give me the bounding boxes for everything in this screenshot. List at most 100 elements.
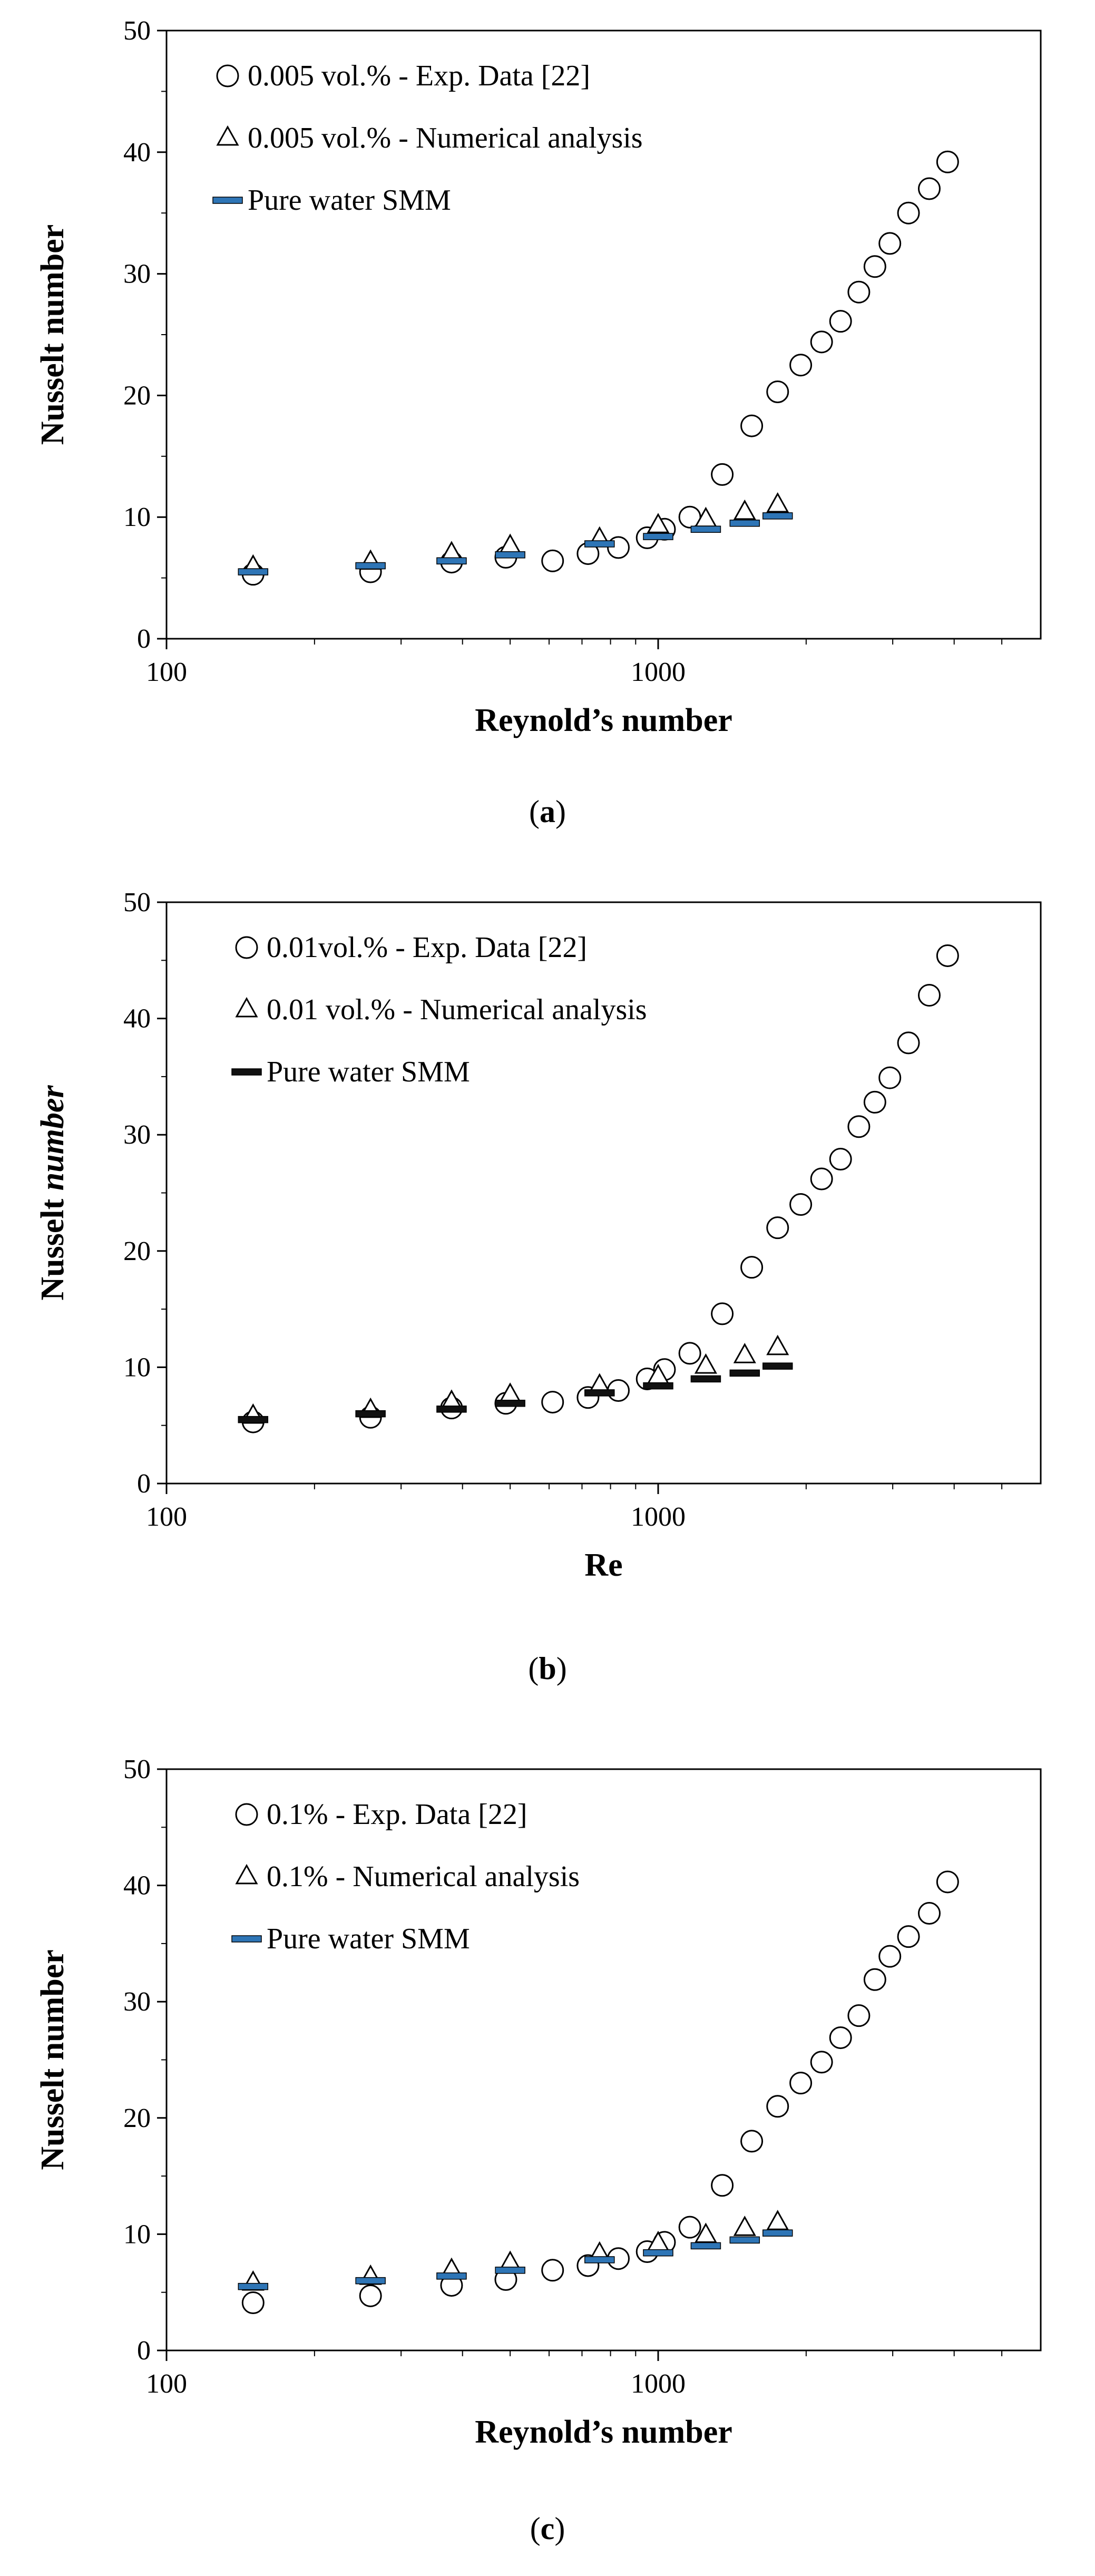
legend: 0.1% - Exp. Data [22] 0.1% - Numerical an…	[231, 1798, 580, 1955]
x-tick-label: 100	[146, 1502, 187, 1532]
y-tick-label: 30	[123, 1120, 151, 1150]
y-tick-label: 40	[123, 138, 151, 168]
data-point-circle	[897, 201, 920, 225]
data-point-circle	[789, 354, 813, 377]
data-point-circle	[607, 536, 630, 559]
panel-label-letter: c	[541, 2511, 555, 2546]
y-tick-label: 30	[123, 259, 151, 289]
chart-panel-b: 0 10 20 30 40 50 100 1000 Re Nusselt number 0.01vo…	[35, 887, 1042, 1686]
data-point-circle	[810, 2051, 833, 2074]
panel-label: (a)	[529, 794, 566, 829]
data-point-circle	[541, 549, 564, 572]
panel-label: (c)	[530, 2511, 565, 2546]
data-point-triangle	[694, 2222, 717, 2243]
y-tick-label: 20	[123, 1236, 151, 1266]
data-point-circle	[863, 1090, 886, 1114]
chart-panel-a: 0 10 20 30 40 50 100 1000 Reynold’s number Nussel…	[35, 16, 1042, 829]
data-point-circle	[789, 2072, 813, 2095]
data-point-triangle	[498, 533, 522, 554]
data-point-dash	[355, 2277, 386, 2285]
legend-label: 0.01vol.% - Exp. Data [22]	[267, 931, 587, 964]
data-point-dash	[729, 1369, 760, 1377]
y-tick-label: 30	[123, 1987, 151, 2017]
data-point-dash	[690, 525, 721, 533]
data-point-circle	[711, 2174, 734, 2197]
series-dash	[238, 1362, 793, 1423]
data-point-dash	[355, 1410, 386, 1418]
data-point-circle	[847, 2004, 871, 2027]
data-point-circle	[863, 1968, 886, 1991]
data-point-circle	[829, 2026, 852, 2050]
data-point-circle	[766, 2095, 789, 2118]
y-tick-label: 10	[123, 2219, 151, 2249]
legend-label: Pure water SMM	[267, 1923, 470, 1955]
data-point-triangle	[733, 2216, 756, 2236]
data-point-dash	[436, 1406, 467, 1413]
data-point-dash	[495, 551, 525, 559]
panel-label-paren: )	[556, 1651, 567, 1686]
legend-label: Pure water SMM	[248, 184, 451, 217]
y-axis-title: Nusselt number	[35, 1085, 71, 1301]
data-point-circle	[740, 1256, 764, 1279]
legend-marker-triangle	[235, 997, 258, 1018]
data-point-circle	[936, 150, 959, 173]
y-axis-title: Nusselt number	[35, 1949, 71, 2170]
x-tick-label: 1000	[631, 2369, 686, 2399]
data-point-circle	[847, 280, 871, 304]
series-circle	[241, 944, 959, 1433]
legend-marker-circle	[235, 936, 258, 959]
data-point-circle	[897, 1925, 920, 1948]
x-axis-title: Reynold’s number	[475, 702, 732, 738]
data-point-circle	[863, 255, 886, 278]
data-point-dash	[729, 519, 760, 527]
data-point-dash	[584, 1389, 615, 1397]
legend-marker-dash	[212, 197, 243, 204]
data-point-circle	[810, 1167, 833, 1191]
data-point-circle	[878, 232, 902, 255]
legend-marker-circle	[216, 64, 239, 87]
data-point-circle	[766, 380, 789, 403]
data-point-dash	[643, 1382, 673, 1390]
data-point-circle	[678, 2216, 701, 2239]
data-point-circle	[740, 2130, 764, 2153]
legend: 0.005 vol.% - Exp. Data [22] 0.005 vol.% …	[212, 60, 643, 217]
data-point-dash	[690, 2242, 721, 2250]
data-point-dash	[436, 2272, 467, 2280]
data-point-circle	[541, 2259, 564, 2282]
data-point-dash	[238, 568, 269, 575]
data-point-dash	[643, 533, 673, 540]
data-point-dash	[436, 557, 467, 565]
y-tick-label: 40	[123, 1004, 151, 1034]
y-axis-title-part: Nusselt number	[35, 1949, 71, 2170]
data-point-circle	[711, 1302, 734, 1325]
data-point-triangle	[766, 1334, 789, 1355]
y-tick-label: 50	[123, 1754, 151, 1784]
data-point-circle	[766, 1216, 789, 1240]
data-point-dash	[690, 1375, 721, 1383]
data-point-circle	[678, 1342, 701, 1365]
data-point-circle	[829, 310, 852, 333]
y-tick-label: 0	[137, 1469, 151, 1499]
series-dash	[238, 2229, 793, 2290]
data-point-dash	[584, 2256, 615, 2263]
y-axis-title: Nusselt number	[35, 225, 71, 445]
data-point-dash	[762, 1362, 793, 1370]
data-point-circle	[917, 1902, 941, 1925]
y-tick-label: 0	[137, 624, 151, 654]
data-point-circle	[936, 1870, 959, 1894]
panel-label-paren: (	[528, 1651, 539, 1686]
x-axis-title: Re	[584, 1547, 622, 1583]
data-point-triangle	[766, 2210, 789, 2230]
data-point-dash	[495, 1400, 525, 1407]
y-tick-label: 10	[123, 1352, 151, 1382]
panel-label-paren: )	[554, 2511, 565, 2546]
legend-marker-dash	[231, 1935, 262, 1943]
x-tick-label: 1000	[631, 1502, 686, 1532]
data-point-dash	[762, 512, 793, 520]
data-point-triangle	[733, 499, 756, 520]
data-point-triangle	[766, 492, 789, 513]
x-tick-label: 1000	[631, 657, 686, 687]
y-tick-label: 20	[123, 380, 151, 411]
data-point-circle	[740, 414, 764, 437]
